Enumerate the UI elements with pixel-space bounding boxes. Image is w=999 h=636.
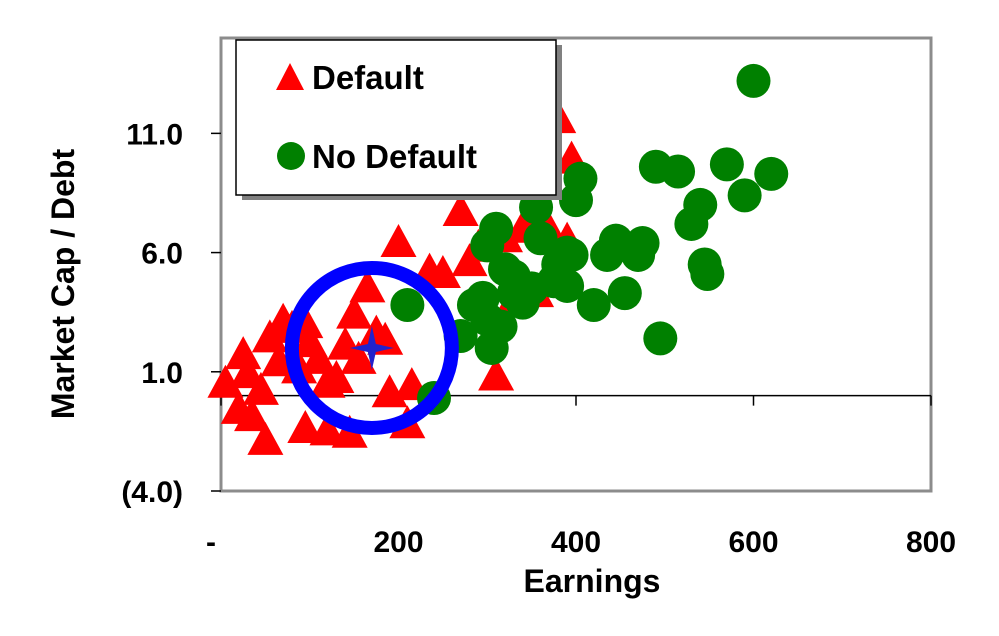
no-default-point [390, 288, 425, 323]
no-default-point [643, 321, 678, 356]
axes: - 200 400 600 800 11.0 6.0 1.0 (4.0) [121, 118, 956, 559]
legend-triangle-icon [276, 63, 304, 90]
y-tick-label: 1.0 [141, 357, 183, 390]
series-no-default [390, 63, 789, 416]
x-axis-title: Earnings [524, 563, 661, 599]
no-default-point [576, 288, 611, 323]
y-axis-title: Market Cap / Debt [45, 149, 81, 420]
no-default-point [607, 276, 642, 311]
no-default-point [483, 309, 518, 344]
no-default-point [523, 221, 558, 256]
default-point [234, 398, 271, 432]
no-default-point [496, 259, 531, 294]
default-point [242, 371, 279, 405]
no-default-point [683, 187, 718, 222]
x-tick-label: 600 [728, 526, 778, 559]
default-point [207, 364, 244, 398]
no-default-point [736, 63, 771, 98]
no-default-point [709, 147, 744, 182]
no-default-point [690, 257, 725, 292]
default-point [318, 359, 355, 393]
legend-label-default: Default [312, 59, 424, 96]
default-point [309, 412, 346, 446]
y-tick-label: (4.0) [121, 476, 183, 509]
default-point [225, 336, 262, 370]
default-point [380, 224, 417, 258]
x-tick-label: 800 [906, 526, 956, 559]
default-point [247, 421, 284, 455]
no-default-point [727, 178, 762, 213]
no-default-point [550, 235, 585, 270]
no-default-point [536, 264, 571, 299]
y-tick-label: 6.0 [141, 238, 183, 271]
default-point [424, 255, 461, 289]
default-point [336, 295, 373, 329]
no-default-point [470, 228, 505, 263]
default-point [340, 340, 377, 374]
x-tick-label: - [206, 526, 216, 559]
x-tick-label: 400 [551, 526, 601, 559]
default-point [442, 193, 479, 227]
x-tick-label: 200 [373, 526, 423, 559]
y-tick-label: 11.0 [126, 118, 183, 151]
no-default-point [661, 154, 696, 189]
default-point [478, 357, 515, 391]
highlight-ring [284, 260, 459, 435]
no-default-point [625, 226, 660, 261]
legend-circle-icon [277, 142, 305, 170]
no-default-point [563, 161, 598, 196]
highlight-star-icon [349, 325, 394, 370]
no-default-point [754, 156, 789, 191]
highlight-marker [284, 260, 459, 435]
default-point [349, 269, 386, 303]
default-point [287, 410, 324, 444]
legend: Default No Default [235, 39, 562, 200]
legend-label-no-default: No Default [312, 138, 477, 175]
